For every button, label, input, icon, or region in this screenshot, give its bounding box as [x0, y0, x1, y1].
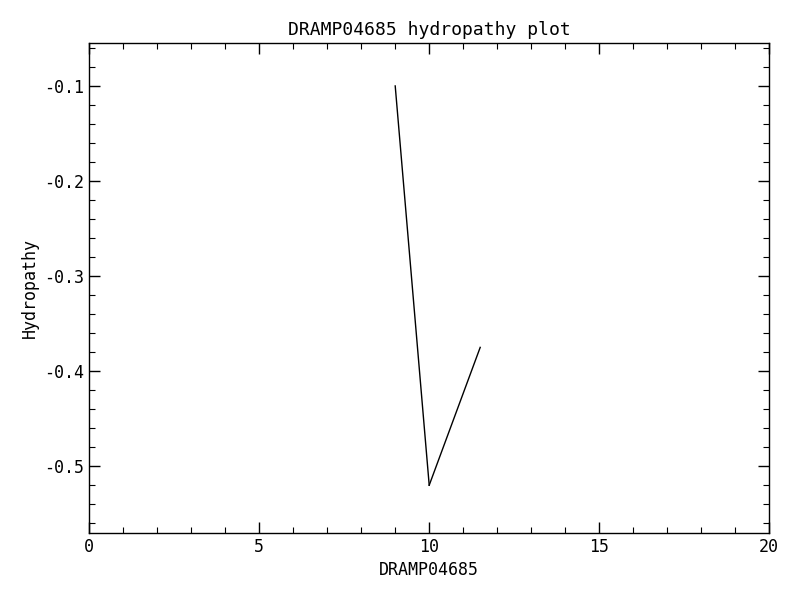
- X-axis label: DRAMP04685: DRAMP04685: [379, 561, 479, 579]
- Y-axis label: Hydropathy: Hydropathy: [21, 238, 39, 338]
- Title: DRAMP04685 hydropathy plot: DRAMP04685 hydropathy plot: [288, 21, 570, 39]
